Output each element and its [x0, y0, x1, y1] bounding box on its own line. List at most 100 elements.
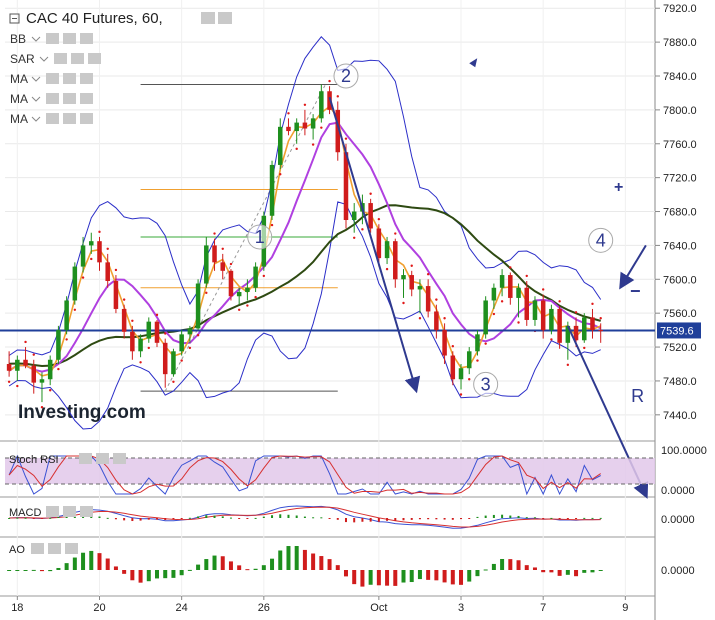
macd-histogram-bar [303, 516, 306, 518]
macd-histogram-bar [377, 518, 380, 522]
ao-gear-icon[interactable] [48, 543, 61, 554]
macd-histogram-bar [287, 514, 290, 518]
sar-dot [24, 340, 27, 344]
price-tick-label: 7880.0 [663, 37, 697, 49]
sar-dot [237, 308, 241, 311]
eye-icon [46, 33, 59, 44]
macd-histogram-bar [246, 518, 249, 519]
candle-body [302, 122, 308, 129]
macd-histogram-bar [238, 518, 241, 519]
sar-dot [476, 359, 479, 362]
sar-dot [295, 147, 298, 151]
title-controls[interactable] [201, 12, 232, 24]
macd-histogram-bar [468, 518, 471, 519]
ao-close-icon[interactable] [65, 543, 78, 554]
ao-histogram-bar [23, 570, 28, 571]
candle-body [253, 266, 258, 288]
macd-histogram-bar [213, 515, 216, 518]
stoch-tick-100: 100.0000 [661, 445, 707, 457]
macd-gear-icon[interactable] [63, 506, 76, 517]
wave-circle [247, 224, 273, 250]
eye-icon[interactable] [201, 12, 215, 24]
ao-histogram-bar [442, 570, 447, 583]
ao-histogram-bar [253, 568, 258, 570]
ao-histogram-bar [549, 570, 554, 573]
gear-icon [63, 93, 76, 104]
candle-body [39, 379, 45, 383]
macd-histogram-bar [427, 518, 430, 520]
ao-histogram-bar [508, 559, 513, 570]
sar-dot [344, 137, 348, 140]
sar-dot [7, 380, 11, 383]
sar-dot [48, 389, 52, 392]
close-icon [80, 93, 93, 104]
time-tick-label: 7 [540, 602, 546, 614]
gear-icon[interactable] [218, 12, 232, 24]
ao-histogram-bar [220, 556, 225, 570]
price-tick-label: 7600.0 [663, 274, 697, 286]
sar-dot [205, 291, 208, 295]
macd-panel: MACD 0.0000 [8, 505, 695, 529]
chevron-down-icon [31, 96, 41, 102]
chevron-down-icon [31, 36, 41, 42]
stoch-close-icon[interactable] [113, 453, 126, 464]
close-icon [80, 73, 93, 84]
candle-body [549, 308, 554, 331]
candle-body [499, 275, 505, 288]
ao-panel: AO 0.0000 [7, 543, 695, 587]
macd-histogram-bar [229, 517, 232, 519]
ao-histogram-bar [409, 570, 414, 583]
macd-tick-0: 0.0000 [661, 514, 695, 526]
macd-histogram-bar [57, 516, 60, 518]
macd-histogram-bar [180, 518, 183, 519]
macd-histogram-bar [295, 515, 298, 518]
ao-histogram-bar [105, 558, 110, 570]
macd-histogram-bar [24, 517, 27, 519]
candle-body [524, 287, 530, 320]
ao-eye-icon[interactable] [31, 543, 44, 554]
close-icon [80, 33, 93, 44]
macd-histogram-bar [410, 518, 413, 520]
sar-dot [221, 247, 224, 250]
ao-histogram-bar [261, 565, 266, 570]
price-tick-label: 7480.0 [663, 376, 697, 388]
bollinger-upper [8, 36, 602, 356]
macd-histogram-bar [156, 518, 159, 520]
macd-histogram-bar [386, 518, 389, 521]
ao-histogram-bar [64, 563, 69, 570]
macd-histogram-bar [583, 517, 586, 519]
ao-histogram-bar [286, 546, 291, 570]
sar-dot [65, 338, 68, 341]
candle-body [532, 300, 538, 320]
macd-histogram-bar [509, 515, 512, 518]
sar-dot [287, 112, 290, 115]
ao-histogram-bar [574, 570, 579, 577]
last-price-badge: 7539.6 [657, 322, 701, 339]
candle-body [204, 245, 209, 284]
wave-circle [588, 227, 614, 253]
candle-body [483, 300, 488, 335]
stoch-gear-icon[interactable] [96, 453, 109, 464]
eye-icon [54, 53, 67, 64]
collapse-icon[interactable] [9, 13, 20, 24]
candle-body [590, 317, 595, 331]
sar-dot [492, 312, 496, 316]
macd-histogram-bar [262, 516, 265, 518]
ao-histogram-bar [491, 563, 496, 570]
macd-eye-icon[interactable] [46, 506, 59, 517]
price-tick-label: 7560.0 [663, 308, 697, 320]
macd-histogram-bar [254, 517, 257, 519]
last-price-label: 7539.6 [660, 325, 694, 337]
ao-histogram-bar [204, 559, 209, 570]
macd-histogram-bar [451, 518, 454, 520]
candle-body [80, 245, 86, 267]
stoch-eye-icon[interactable] [79, 453, 92, 464]
sar-dot [410, 264, 413, 267]
sar-dot [385, 267, 389, 271]
macd-close-icon[interactable] [80, 506, 93, 517]
candle-body [286, 126, 291, 132]
macd-histogram-bar [542, 518, 545, 519]
macd-histogram-bar [418, 518, 421, 520]
candle-body [409, 275, 414, 290]
macd-histogram-bar [106, 517, 109, 519]
